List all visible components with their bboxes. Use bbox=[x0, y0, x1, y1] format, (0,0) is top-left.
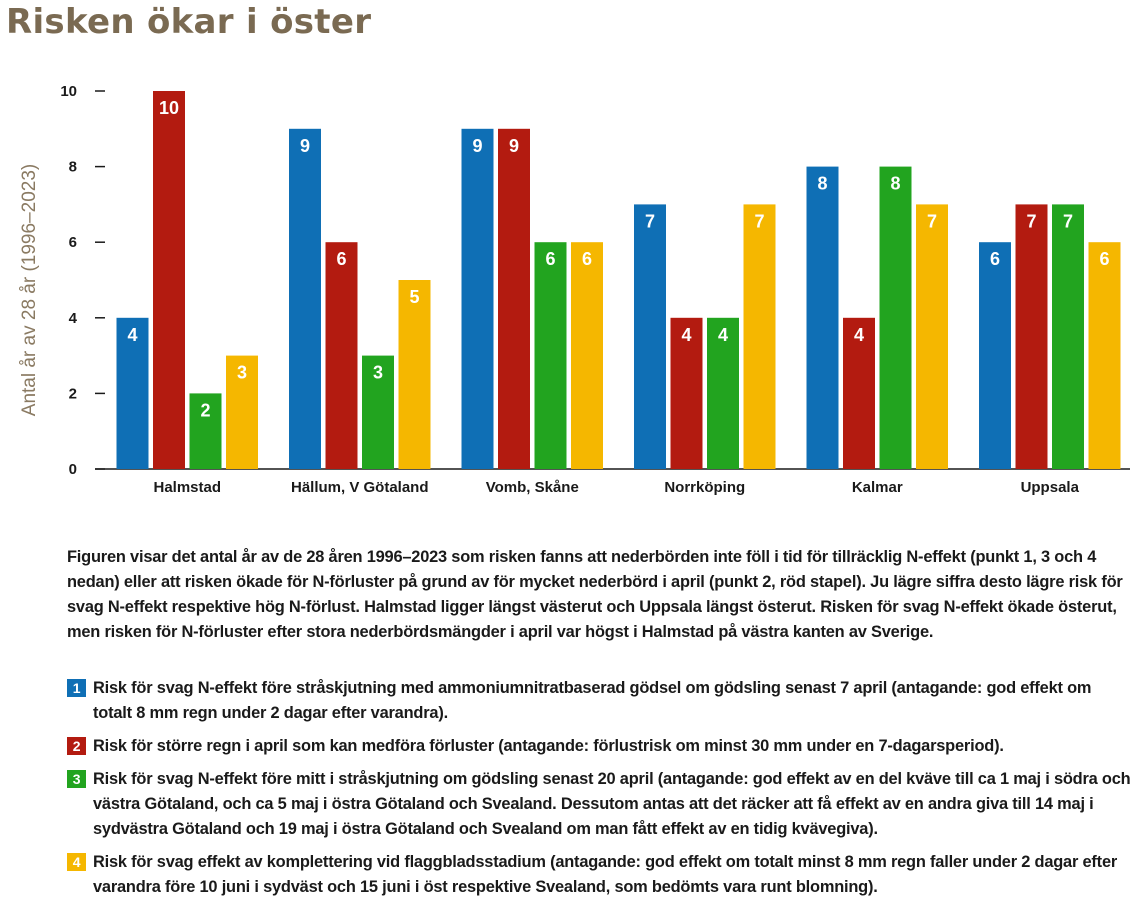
bar-5-series-3 bbox=[879, 166, 912, 469]
x-category-label-3: Vomb, Skåne bbox=[486, 479, 579, 496]
x-category-label-6: Uppsala bbox=[1021, 479, 1080, 496]
y-tick-label-0: 0 bbox=[69, 461, 77, 478]
bar-4-series-3 bbox=[707, 317, 739, 469]
legend-note-4: 4 Risk för svag effekt av komplettering … bbox=[67, 850, 1132, 900]
bar-label-6-series-3: 7 bbox=[1063, 211, 1073, 231]
bar-6-series-4 bbox=[1088, 242, 1121, 469]
bar-4-series-2 bbox=[670, 317, 703, 469]
bar-2-series-2 bbox=[325, 242, 358, 469]
bar-6-series-2 bbox=[1015, 204, 1048, 469]
y-tick-label-4: 4 bbox=[69, 310, 78, 327]
legend-marker-2: 2 bbox=[67, 737, 86, 755]
bar-5-series-4 bbox=[916, 204, 948, 469]
legend-note-3: 3 Risk för svag N-effekt före mitt i str… bbox=[67, 767, 1132, 842]
bar-chart: Antal år av 28 år (1996–2023) 0 2 4 6 8 10 4 10 2… bbox=[19, 83, 1130, 496]
legend-note-2: 2 Risk för större regn i april som kan m… bbox=[67, 734, 1132, 759]
y-tick-label-10: 10 bbox=[60, 83, 77, 100]
figure-caption: Figuren visar det antal år av de 28 åren… bbox=[67, 548, 1123, 641]
bar-label-1-series-4: 3 bbox=[237, 363, 247, 383]
bar-label-4-series-4: 7 bbox=[754, 211, 764, 231]
bar-2-series-4 bbox=[398, 280, 431, 469]
bar-label-4-series-3: 4 bbox=[718, 325, 728, 345]
y-axis-label: Antal år av 28 år (1996–2023) bbox=[19, 164, 40, 416]
legend-text-3: Risk för svag N-effekt före mitt i strås… bbox=[93, 770, 1131, 838]
bar-5-series-1 bbox=[806, 166, 839, 469]
chart-title: Risken ökar i öster bbox=[6, 2, 372, 42]
bar-label-5-series-3: 8 bbox=[890, 174, 900, 194]
legend-notes: 1 Risk för svag N-effekt före stråskjutn… bbox=[67, 676, 1132, 908]
bar-label-1-series-1: 4 bbox=[127, 325, 137, 345]
bar-2-series-3 bbox=[362, 355, 394, 469]
bar-label-3-series-3: 6 bbox=[545, 249, 555, 269]
bar-label-2-series-1: 9 bbox=[300, 136, 310, 156]
bar-label-3-series-2: 9 bbox=[509, 136, 519, 156]
legend-marker-4: 4 bbox=[67, 853, 86, 871]
bar-label-3-series-1: 9 bbox=[472, 136, 482, 156]
bar-label-5-series-4: 7 bbox=[927, 211, 937, 231]
bar-label-2-series-2: 6 bbox=[336, 249, 346, 269]
bar-3-series-2 bbox=[498, 128, 530, 470]
legend-text-4: Risk för svag effekt av komplettering vi… bbox=[93, 853, 1118, 896]
x-category-label-4: Norrköping bbox=[664, 479, 745, 496]
bar-5-series-2 bbox=[843, 317, 875, 469]
bar-3-series-4 bbox=[571, 242, 603, 469]
bar-label-1-series-2: 10 bbox=[159, 98, 179, 118]
bar-6-series-3 bbox=[1052, 204, 1084, 469]
x-category-label-2: Hällum, V Götaland bbox=[291, 479, 429, 496]
bar-label-5-series-1: 8 bbox=[817, 174, 827, 194]
bar-label-5-series-2: 4 bbox=[854, 325, 864, 345]
bar-3-series-1 bbox=[461, 128, 494, 470]
bar-label-6-series-1: 6 bbox=[990, 249, 1000, 269]
legend-text-1: Risk för svag N-effekt före stråskjutnin… bbox=[93, 679, 1092, 722]
bar-label-4-series-1: 7 bbox=[645, 211, 655, 231]
bar-label-4-series-2: 4 bbox=[681, 325, 691, 345]
bar-label-3-series-4: 6 bbox=[582, 249, 592, 269]
bar-label-1-series-3: 2 bbox=[200, 400, 210, 420]
x-category-label-5: Kalmar bbox=[852, 479, 903, 496]
bar-2-series-1 bbox=[289, 128, 321, 470]
y-tick-label-2: 2 bbox=[69, 385, 77, 402]
bar-1-series-2 bbox=[153, 91, 185, 469]
bar-label-6-series-2: 7 bbox=[1026, 211, 1036, 231]
bar-label-2-series-3: 3 bbox=[373, 363, 383, 383]
bar-1-series-3 bbox=[189, 393, 222, 469]
legend-text-2: Risk för större regn i april som kan med… bbox=[93, 737, 1004, 755]
legend-marker-1: 1 bbox=[67, 679, 86, 697]
legend-marker-3: 3 bbox=[67, 770, 86, 788]
bar-4-series-1 bbox=[634, 204, 666, 469]
bar-label-2-series-4: 5 bbox=[409, 287, 419, 307]
y-tick-label-8: 8 bbox=[69, 159, 77, 176]
bar-1-series-1 bbox=[116, 317, 149, 469]
bar-3-series-3 bbox=[534, 242, 567, 469]
bar-4-series-4 bbox=[743, 204, 776, 469]
x-category-label-1: Halmstad bbox=[153, 479, 221, 496]
bar-6-series-1 bbox=[979, 242, 1011, 469]
legend-note-1: 1 Risk för svag N-effekt före stråskjutn… bbox=[67, 676, 1132, 726]
bar-1-series-4 bbox=[226, 355, 258, 469]
bar-label-6-series-4: 6 bbox=[1099, 249, 1109, 269]
y-tick-label-6: 6 bbox=[69, 234, 77, 251]
